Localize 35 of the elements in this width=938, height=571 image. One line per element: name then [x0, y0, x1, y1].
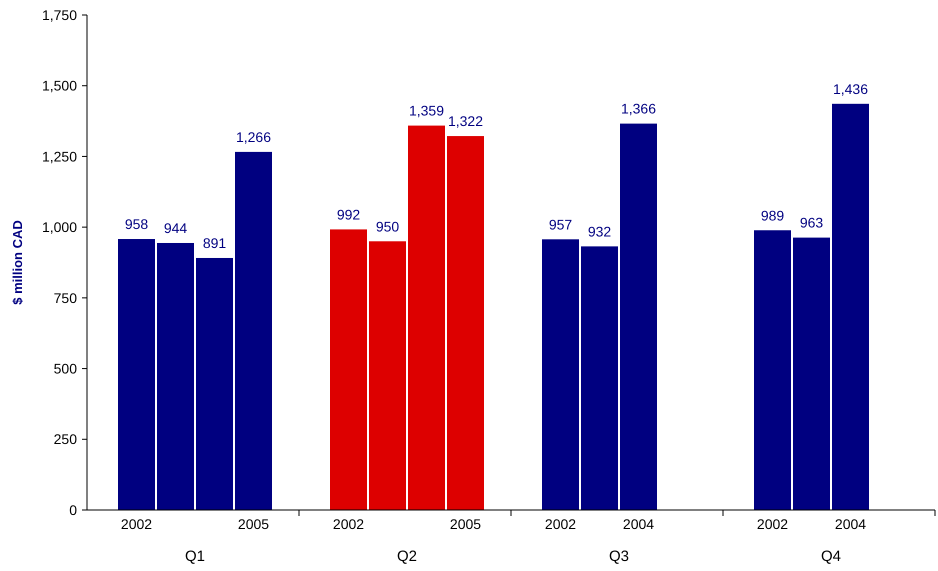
- x-tick-label: 2002: [544, 516, 576, 532]
- x-tick-label: 2002: [756, 516, 788, 532]
- data-label: 1,366: [620, 100, 656, 117]
- y-tick-label: 1,000: [42, 219, 78, 236]
- x-tick-label: 2005: [238, 516, 270, 532]
- data-label: 989: [760, 207, 784, 224]
- y-axis-title: $ million CAD: [10, 220, 25, 305]
- x-tick-label: 2002: [332, 516, 364, 532]
- data-label: 963: [800, 214, 824, 231]
- data-label: 957: [548, 216, 572, 232]
- x-tick-label: 2004: [622, 516, 654, 532]
- y-tick-label: 1,500: [42, 78, 78, 94]
- data-label: 932: [588, 223, 612, 240]
- data-label: 891: [202, 234, 226, 251]
- text: Q4: [820, 548, 842, 565]
- y-tick-label: 500: [54, 360, 78, 376]
- y-tick-label: 1,750: [42, 6, 78, 23]
- data-label: 1,359: [408, 102, 444, 119]
- data-label: 1,436: [832, 80, 868, 97]
- text: Q2: [396, 548, 418, 565]
- text: Q3: [608, 548, 630, 565]
- y-tick-label: 250: [54, 431, 78, 448]
- x-tick-label: 2005: [450, 516, 482, 532]
- text: Q1: [184, 548, 206, 565]
- x-tick-label: 2004: [834, 516, 866, 532]
- data-label: 950: [376, 218, 400, 234]
- data-label: 958: [124, 216, 148, 232]
- y-tick-label: 750: [54, 290, 78, 306]
- x-tick-label: 2002: [120, 516, 152, 532]
- y-tick-label: 1,250: [42, 148, 78, 164]
- data-label: 944: [164, 220, 188, 236]
- data-label: 1,322: [448, 113, 484, 130]
- y-tick-label: 0: [69, 502, 78, 518]
- data-label: 1,266: [236, 128, 272, 145]
- data-label: 992: [336, 206, 360, 222]
